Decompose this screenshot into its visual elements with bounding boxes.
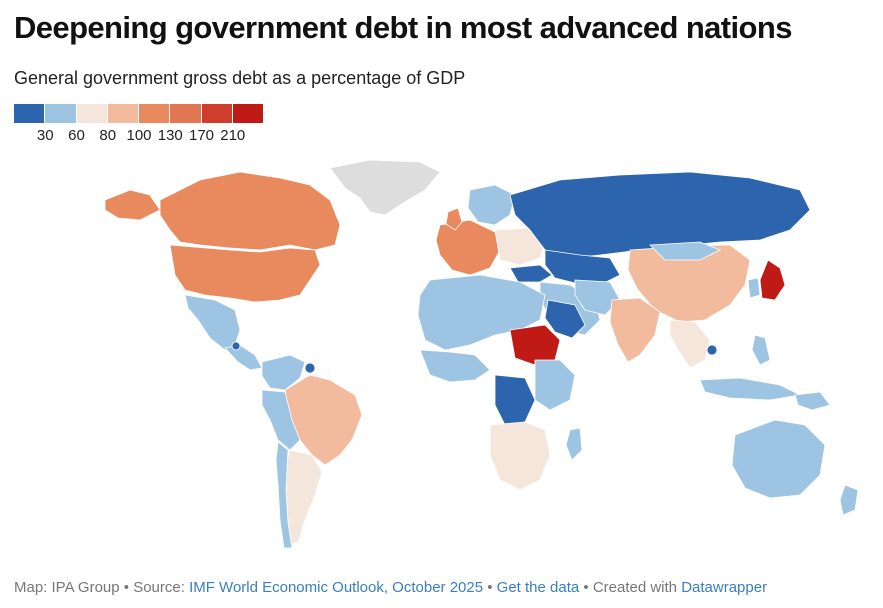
chart-subtitle: General government gross debt as a perce… [14, 68, 466, 88]
datawrapper-link[interactable]: Datawrapper [681, 579, 768, 596]
footer: Map: IPA Group • Source: IMF World Econo… [14, 579, 767, 596]
legend-swatches [14, 104, 264, 123]
legend-tick-label: 80 [99, 127, 117, 144]
legend-tick-label: 130 [157, 127, 183, 144]
legend-swatch [170, 104, 202, 123]
footer-sep-1: • [483, 579, 497, 596]
region-drc[interactable] [494, 374, 536, 426]
region-chile[interactable] [275, 441, 293, 549]
region-scandinavia[interactable] [467, 184, 516, 226]
legend-swatch [76, 104, 108, 123]
region-argentina[interactable] [285, 449, 323, 546]
legend-tick-label: 30 [36, 127, 54, 144]
legend-swatch [139, 104, 171, 123]
legend-labels: 30 60 80 100 130 170 210 [14, 127, 264, 147]
chart-title: Deepening government debt in most advanc… [14, 10, 792, 45]
region-indonesia[interactable] [699, 377, 802, 401]
region-greenland[interactable] [329, 159, 441, 216]
region-sudan[interactable] [509, 324, 561, 366]
legend-swatch [107, 104, 139, 123]
region-central-america[interactable] [224, 344, 263, 371]
region-west-africa[interactable] [419, 349, 491, 383]
region-caribbean-blue[interactable] [231, 341, 241, 351]
region-mongolia[interactable] [649, 241, 721, 261]
region-canada[interactable] [159, 171, 341, 251]
region-east-africa[interactable] [534, 359, 576, 411]
legend-swatch [14, 104, 46, 123]
region-saudi-arabia[interactable] [544, 299, 586, 339]
region-alaska[interactable] [104, 189, 161, 221]
legend-tick-label: 60 [68, 127, 85, 144]
region-australia[interactable] [731, 419, 826, 499]
region-japan[interactable] [759, 259, 786, 301]
color-legend: 30 60 80 100 130 170 210 [14, 104, 264, 146]
region-russia[interactable] [509, 171, 811, 259]
legend-tick-label: 170 [188, 127, 215, 144]
region-iran[interactable] [574, 279, 621, 316]
legend-swatch [201, 104, 233, 123]
region-southeast-asia[interactable] [669, 319, 711, 369]
region-colombia-venezuela[interactable] [261, 354, 306, 391]
footer-sep-2: • Created with [579, 579, 682, 596]
source-link[interactable]: IMF World Economic Outlook, October 2025 [189, 579, 484, 596]
region-guyana[interactable] [304, 362, 316, 374]
legend-swatch [232, 104, 264, 123]
region-philippines[interactable] [751, 334, 771, 366]
footer-prefix: Map: IPA Group • Source: [14, 579, 190, 596]
region-papua-new-guinea[interactable] [794, 391, 831, 411]
world-map [104, 159, 859, 549]
region-turkey[interactable] [509, 264, 553, 283]
region-mexico[interactable] [184, 294, 241, 351]
region-india[interactable] [609, 297, 661, 363]
region-uk[interactable] [445, 207, 463, 231]
region-vietnam-blue[interactable] [706, 344, 718, 356]
legend-swatch [45, 104, 77, 123]
legend-tick-label: 100 [126, 127, 152, 144]
region-china[interactable] [627, 244, 751, 323]
region-new-zealand[interactable] [839, 484, 859, 516]
region-central-asia[interactable] [544, 249, 621, 286]
legend-tick-label: 210 [220, 127, 246, 144]
region-western-europe[interactable] [435, 219, 501, 276]
region-madagascar[interactable] [565, 427, 583, 461]
region-southern-africa[interactable] [489, 421, 551, 491]
region-usa[interactable] [169, 244, 321, 303]
get-data-link[interactable]: Get the data [496, 579, 580, 596]
region-korea[interactable] [747, 277, 761, 299]
